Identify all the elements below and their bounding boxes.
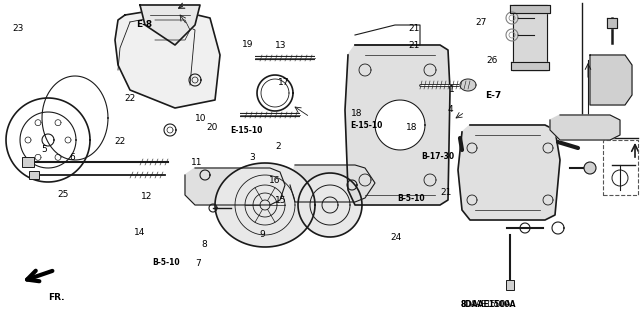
Text: 21: 21 xyxy=(440,189,452,197)
Polygon shape xyxy=(185,168,285,205)
Text: 24: 24 xyxy=(390,233,402,242)
Text: 3: 3 xyxy=(250,153,255,162)
Text: 18: 18 xyxy=(351,109,362,118)
Polygon shape xyxy=(607,18,617,28)
Text: B-17-30: B-17-30 xyxy=(421,152,454,161)
Polygon shape xyxy=(345,45,450,205)
Polygon shape xyxy=(458,125,560,220)
Polygon shape xyxy=(140,5,200,45)
Text: 15: 15 xyxy=(275,197,287,205)
Text: B-5-10: B-5-10 xyxy=(152,258,180,267)
Polygon shape xyxy=(590,55,632,105)
Polygon shape xyxy=(460,79,476,91)
Text: 26: 26 xyxy=(486,56,498,65)
Text: 8DAAE1500A: 8DAAE1500A xyxy=(461,300,511,309)
Text: 10: 10 xyxy=(195,114,207,122)
Text: 12: 12 xyxy=(141,192,152,201)
Text: 17: 17 xyxy=(278,78,290,87)
Text: 22: 22 xyxy=(125,94,136,103)
Polygon shape xyxy=(511,62,549,70)
Text: 19: 19 xyxy=(242,40,253,48)
Polygon shape xyxy=(510,5,550,13)
Text: 21: 21 xyxy=(408,24,420,33)
Text: 1: 1 xyxy=(449,85,455,94)
Bar xyxy=(22,157,34,167)
Text: 21: 21 xyxy=(408,41,420,50)
Text: 8: 8 xyxy=(202,240,207,249)
Text: 9: 9 xyxy=(259,230,265,239)
Text: FR.: FR. xyxy=(48,293,65,302)
Text: E-15-10: E-15-10 xyxy=(230,126,263,135)
Bar xyxy=(506,280,514,290)
Text: 7: 7 xyxy=(195,259,201,268)
Text: E-15-10: E-15-10 xyxy=(351,121,383,130)
Bar xyxy=(29,171,39,179)
Text: 25: 25 xyxy=(58,190,69,199)
Text: 22: 22 xyxy=(114,137,125,146)
Polygon shape xyxy=(215,163,315,247)
Text: 16: 16 xyxy=(269,176,280,185)
Polygon shape xyxy=(550,115,620,140)
Text: 11: 11 xyxy=(191,158,202,167)
Text: 2: 2 xyxy=(275,142,281,151)
Text: 13: 13 xyxy=(275,41,287,50)
Text: 18: 18 xyxy=(406,123,418,132)
Text: B-5-10: B-5-10 xyxy=(397,194,424,203)
Text: 14: 14 xyxy=(134,228,146,237)
Text: 6: 6 xyxy=(69,153,75,162)
Text: 8DAAE1500A: 8DAAE1500A xyxy=(461,300,516,309)
Text: 27: 27 xyxy=(475,18,486,27)
Text: 20: 20 xyxy=(206,123,218,132)
Polygon shape xyxy=(115,8,220,108)
Polygon shape xyxy=(513,5,547,70)
Text: 5: 5 xyxy=(42,145,47,154)
Text: 4: 4 xyxy=(448,105,454,114)
Text: 23: 23 xyxy=(13,24,24,33)
Text: E-7: E-7 xyxy=(485,91,501,100)
Circle shape xyxy=(584,162,596,174)
Polygon shape xyxy=(298,173,362,237)
Polygon shape xyxy=(375,100,425,150)
Text: E-8: E-8 xyxy=(136,20,152,29)
Polygon shape xyxy=(290,165,375,202)
